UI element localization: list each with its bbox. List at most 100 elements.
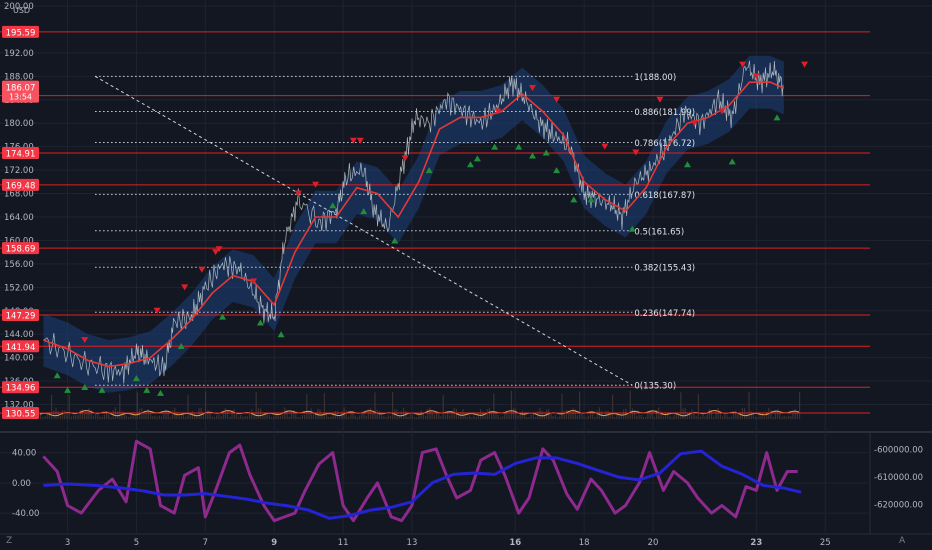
volume-bar bbox=[717, 407, 719, 420]
volume-bar bbox=[367, 409, 369, 420]
buy-marker bbox=[425, 167, 433, 174]
volume-bar bbox=[675, 412, 677, 420]
volume-bar bbox=[436, 411, 438, 420]
volume-bar bbox=[664, 412, 666, 420]
timezone-button[interactable]: Z bbox=[6, 536, 13, 546]
volume-bar bbox=[196, 414, 198, 420]
horizontal-levels[interactable] bbox=[0, 31, 870, 414]
volume-bar bbox=[502, 416, 504, 420]
volume-bar bbox=[614, 417, 616, 420]
volume-bar bbox=[638, 414, 640, 420]
volume-bar bbox=[785, 416, 787, 420]
auto-scale-button[interactable]: A bbox=[899, 536, 906, 546]
volume-bar bbox=[596, 410, 598, 420]
sell-marker bbox=[81, 337, 89, 344]
volume-bar bbox=[398, 415, 400, 420]
volume-bar bbox=[411, 414, 413, 420]
volume-bar bbox=[240, 415, 242, 420]
sell-marker bbox=[198, 266, 206, 273]
volume-bar bbox=[642, 417, 644, 420]
volume-bar bbox=[95, 414, 97, 420]
volume-bar bbox=[275, 412, 277, 420]
time-tick-label: 18 bbox=[579, 538, 590, 548]
volume-bar bbox=[524, 413, 526, 420]
volume-bar bbox=[669, 416, 671, 420]
volume-bar bbox=[222, 412, 224, 420]
volume-bar bbox=[359, 415, 361, 420]
volume-bar bbox=[706, 412, 708, 420]
volume-bar bbox=[506, 411, 508, 420]
volume-bar bbox=[301, 415, 303, 420]
volume-bar bbox=[304, 414, 306, 420]
volume-bar bbox=[497, 414, 499, 420]
volume-bar bbox=[88, 408, 90, 420]
volume-bar bbox=[172, 409, 174, 420]
volume-bar bbox=[180, 413, 182, 420]
volume-bar bbox=[310, 408, 312, 420]
sell-marker bbox=[294, 190, 302, 197]
volume-bar bbox=[631, 408, 633, 420]
volume-bar bbox=[576, 415, 578, 420]
volume-bar bbox=[48, 412, 50, 420]
sell-marker bbox=[356, 137, 364, 144]
volume-bar bbox=[458, 415, 460, 420]
volume-bar bbox=[288, 416, 290, 420]
volume-bar bbox=[169, 417, 171, 420]
volume-bar bbox=[158, 415, 160, 420]
volume-bar bbox=[141, 408, 143, 420]
volume-bar bbox=[231, 410, 233, 420]
fibonacci-retracement[interactable]: 1(188.00)0.886(181.99)0.786(176.72)0.618… bbox=[94, 73, 695, 392]
volume-bar bbox=[356, 417, 358, 420]
volume-bar bbox=[442, 395, 444, 420]
volume-bar bbox=[130, 415, 132, 420]
volume-bar bbox=[757, 416, 759, 420]
volume-bar bbox=[653, 417, 655, 420]
volume-bar bbox=[491, 412, 493, 420]
volume-bar bbox=[385, 417, 387, 420]
volume-bar bbox=[216, 415, 218, 420]
level-badge bbox=[2, 381, 39, 394]
volume-bar bbox=[462, 409, 464, 420]
volume-bar bbox=[691, 409, 693, 420]
volume-bar bbox=[119, 394, 121, 420]
volume-bar bbox=[673, 414, 675, 420]
volume-bar bbox=[420, 410, 422, 420]
volume-bar bbox=[213, 416, 215, 420]
volume-bar bbox=[392, 391, 394, 420]
volume-bar bbox=[750, 411, 752, 420]
buy-marker bbox=[515, 143, 523, 150]
volume-bar bbox=[211, 416, 213, 420]
buy-marker bbox=[53, 372, 61, 379]
volume-bar bbox=[722, 416, 724, 420]
volume-bar bbox=[464, 412, 466, 420]
volume-bar bbox=[541, 411, 543, 420]
volume-bar bbox=[528, 417, 530, 420]
time-axis[interactable]: 3 5 7 9 11 13 16 18 20 23 25 bbox=[65, 538, 831, 548]
sell-marker bbox=[752, 73, 760, 80]
buy-marker bbox=[528, 152, 536, 159]
volume-bar bbox=[101, 417, 103, 420]
volume-bar bbox=[409, 413, 411, 420]
volume-bar bbox=[330, 416, 332, 420]
volume-bar bbox=[253, 412, 255, 420]
volume-bar bbox=[218, 413, 220, 420]
volume-bar bbox=[680, 392, 682, 420]
volume-bar bbox=[46, 413, 48, 420]
volume-bar bbox=[293, 410, 295, 420]
volume-bar bbox=[693, 411, 695, 420]
volume-bar bbox=[590, 412, 592, 420]
sell-marker bbox=[153, 307, 161, 314]
volume-bar bbox=[77, 415, 79, 420]
volume-bar bbox=[321, 414, 323, 420]
volume-bar bbox=[99, 416, 101, 420]
fib-level-label: 0.236(147.74) bbox=[634, 309, 695, 319]
volume-bar bbox=[154, 415, 156, 420]
volume-bar bbox=[363, 413, 365, 420]
price-tick-label: 200.00 bbox=[4, 2, 34, 12]
volume-bar bbox=[75, 415, 77, 420]
volume-bar bbox=[299, 416, 301, 420]
sell-marker bbox=[601, 143, 609, 150]
fib-level-label: 0.382(155.43) bbox=[634, 264, 695, 274]
